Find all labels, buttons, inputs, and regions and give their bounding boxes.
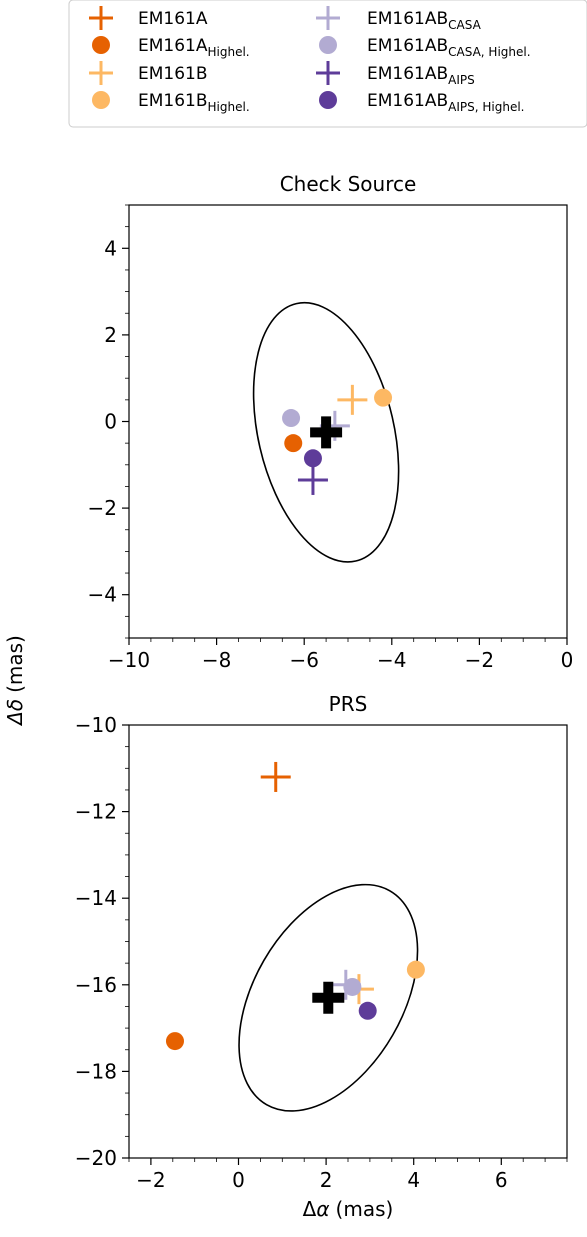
prs-y-tick-label: −14	[75, 886, 117, 910]
prs-y-tick-label: −16	[75, 973, 117, 997]
prs-plot-frame	[128, 724, 568, 1159]
ylabel-unit: (mas)	[3, 635, 27, 693]
legend-entry-5-label-main: EM161AB	[367, 9, 448, 29]
legend-entry-2-label-main: EM161A	[138, 36, 208, 56]
check-source-y-tick-label: −2	[88, 496, 117, 520]
legend-entry-8-label-main: EM161AB	[367, 91, 448, 111]
check-source-y-tick-label: 4	[104, 236, 117, 260]
legend-entry-4-label-sub: Highel.	[208, 100, 250, 114]
check-source-x-tick-label: −6	[289, 648, 318, 672]
prs-point-series-1-plus	[260, 761, 291, 792]
legend-entry-5-plus-marker	[316, 6, 340, 30]
legend-entry-7-label: EM161ABAIPS	[367, 64, 475, 87]
check-source-error-ellipse	[252, 301, 400, 563]
prs-mean-marker	[312, 981, 345, 1014]
prs-y-tick-label: −18	[75, 1059, 117, 1083]
legend-entry-3-label: EM161B	[138, 64, 208, 84]
check-source-mean-marker	[310, 416, 343, 449]
check-source-point-series-8-circle	[303, 449, 322, 468]
legend-entry-4-circle-marker	[92, 91, 110, 109]
legend-entry-6-label-main: EM161AB	[367, 36, 448, 56]
prs-error-ellipse	[238, 883, 419, 1112]
legend-entry-1-label-main: EM161A	[138, 9, 208, 29]
prs-point-series-8-circle	[358, 1001, 377, 1020]
check-source-x-tick-label: −8	[202, 648, 231, 672]
legend-entry-1-plus-marker	[89, 6, 113, 30]
legend: EM161AEM161AHighel.EM161BEM161BHighel.EM…	[68, 0, 587, 128]
check-source-x-tick-label: −10	[108, 648, 150, 672]
check-source-x-tick-label: −2	[465, 648, 494, 672]
check-source-point-series-4-circle	[374, 388, 393, 407]
legend-entry-3-label-main: EM161B	[138, 64, 208, 84]
prs-x-axis-symbol: Δ	[303, 1197, 317, 1221]
check-source-y-tick-label: 2	[104, 323, 117, 347]
prs-title: PRS	[329, 692, 368, 716]
check-source-title: Check Source	[280, 172, 417, 196]
legend-entry-2-circle-marker	[92, 36, 110, 54]
check-source-point-series-6-circle	[282, 409, 301, 428]
prs-y-tick-label: −10	[75, 713, 117, 737]
legend-entry-8-label: EM161ABAIPS, Highel.	[367, 91, 525, 114]
prs-x-tick-label: 2	[320, 1168, 333, 1192]
prs-x-tick-label: 6	[495, 1168, 508, 1192]
check-source-x-tick-label: −4	[377, 648, 406, 672]
legend-entry-5-label-sub: CASA	[448, 18, 481, 32]
prs-x-tick-label: 4	[407, 1168, 420, 1192]
legend-entry-6-circle-marker	[319, 36, 337, 54]
legend-entry-7-label-sub: AIPS	[448, 73, 475, 87]
prs-x-axis-label: Δα (mas)	[303, 1197, 394, 1221]
legend-entry-8-circle-marker	[319, 91, 337, 109]
legend-entry-6-label: EM161ABCASA, Highel.	[367, 36, 531, 59]
legend-entry-1-label: EM161A	[138, 9, 208, 29]
check-source-y-tick-label: 0	[104, 410, 117, 434]
prs-x-tick-label: 0	[232, 1168, 245, 1192]
check-source-plot-frame	[128, 204, 568, 639]
legend-entry-8-label-sub: AIPS, Highel.	[448, 100, 524, 114]
legend-entry-6-label-sub: CASA, Highel.	[448, 45, 530, 59]
legend-entry-7-label-main: EM161AB	[367, 64, 448, 84]
legend-entry-2-label: EM161AHighel.	[138, 36, 250, 59]
legend-entry-5-label: EM161ABCASA	[367, 9, 482, 32]
prs-y-tick-label: −20	[75, 1146, 117, 1170]
check-source-x-tick-label: 0	[561, 648, 574, 672]
prs-x-tick-label: −2	[136, 1168, 165, 1192]
prs-point-series-2-circle	[165, 1032, 184, 1051]
prs-y-tick-label: −12	[75, 800, 117, 824]
legend-entry-7-plus-marker	[316, 61, 340, 85]
prs-point-series-4-circle	[406, 960, 425, 979]
check-source-point-series-3-plus	[337, 384, 368, 415]
legend-entry-4-label: EM161BHighel.	[138, 91, 250, 114]
prs-point-series-6-circle	[343, 977, 362, 996]
legend-entry-4-label-main: EM161B	[138, 91, 208, 111]
check-source-y-tick-label: −4	[88, 583, 117, 607]
legend-entry-2-label-sub: Highel.	[208, 45, 250, 59]
legend-entry-3-plus-marker	[89, 61, 113, 85]
axes-check-source: Check Source −10 −8 −6 −4 −2 0 −4 −2 0 2 4	[88, 172, 574, 672]
check-source-point-series-7-plus	[297, 464, 328, 495]
ylabel-symbol: Δδ	[3, 699, 27, 727]
shared-y-axis-label: Δδ (mas)	[3, 635, 27, 727]
check-source-point-series-2-circle	[284, 434, 303, 453]
